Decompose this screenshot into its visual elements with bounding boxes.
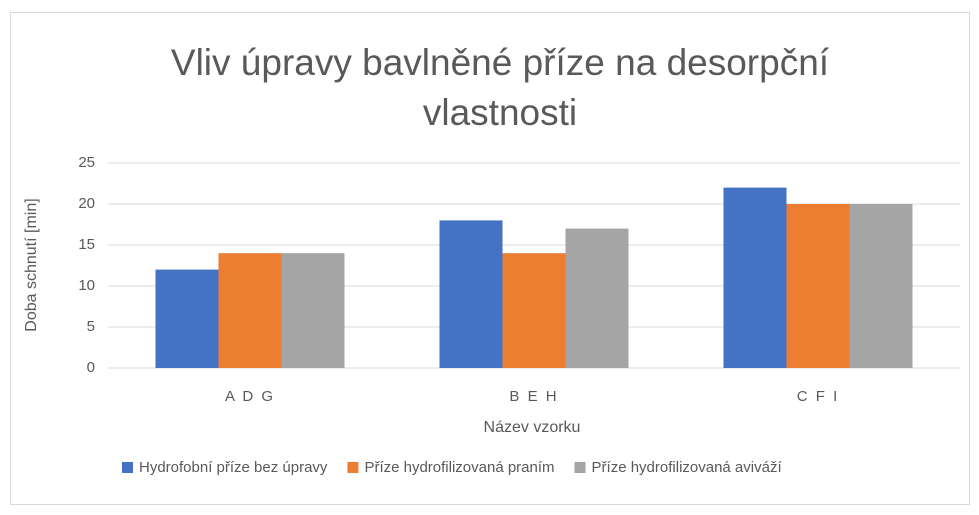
bar — [565, 228, 629, 368]
bar — [281, 253, 345, 368]
y-tick-label: 25 — [78, 154, 95, 171]
bar — [786, 204, 850, 368]
bar — [155, 269, 219, 368]
chart-title: Vliv úpravy bavlněné příze na desorpční … — [170, 42, 830, 133]
y-axis-label: Doba schnutí [min] — [23, 198, 40, 331]
y-tick-label: 10 — [78, 277, 95, 294]
y-tick-label: 20 — [78, 195, 95, 212]
x-axis-label: Název vzorku — [484, 419, 581, 436]
y-tick-label: 0 — [87, 359, 95, 376]
legend-label: Příze hydrofilizovaná praním — [364, 459, 554, 476]
y-tick-label: 5 — [87, 318, 95, 335]
legend-label: Hydrofobní příze bez úpravy — [139, 459, 328, 476]
bar — [218, 253, 282, 368]
bar — [849, 204, 913, 368]
legend-label: Příze hydrofilizovaná aviváží — [592, 459, 783, 476]
y-tick-label: 15 — [78, 236, 95, 253]
bar — [723, 187, 787, 368]
x-tick-label: A D G — [225, 388, 275, 405]
bar — [502, 253, 566, 368]
legend-swatch — [347, 462, 359, 473]
legend-swatch — [122, 462, 133, 473]
bar — [439, 220, 503, 368]
x-tick-label: B E H — [509, 388, 558, 405]
legend-swatch — [574, 462, 586, 473]
x-tick-label: C F I — [797, 388, 840, 405]
